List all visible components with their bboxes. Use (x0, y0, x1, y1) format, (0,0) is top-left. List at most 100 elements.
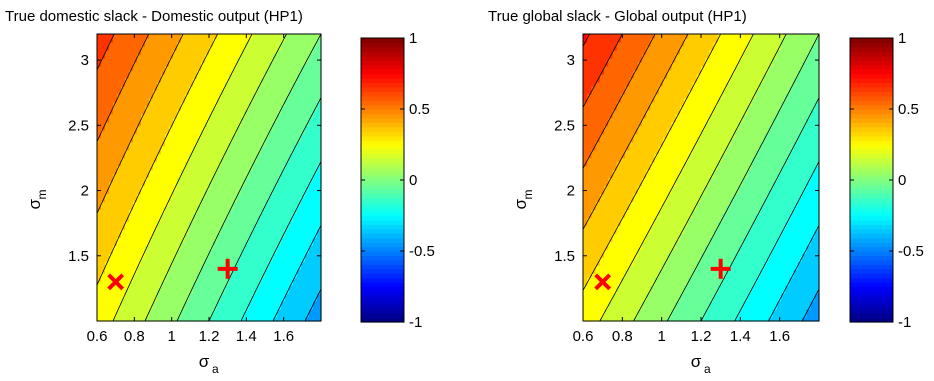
contour-cell (193, 217, 198, 222)
contour-cell (229, 197, 234, 203)
contour-cell (317, 161, 322, 167)
contour-cell (608, 57, 614, 63)
contour-cell (165, 161, 170, 167)
contour-cell (604, 97, 609, 103)
contour-cell (145, 237, 150, 242)
contour-cell (257, 145, 262, 151)
contour-cell (620, 113, 626, 119)
contour-cell (109, 305, 114, 310)
contour-cell (197, 101, 202, 107)
contour-cell (629, 305, 635, 310)
contour-cell (197, 213, 202, 218)
contour-cell (273, 205, 278, 210)
contour-cell (620, 297, 626, 302)
contour-cell (273, 221, 278, 226)
contour-cell (591, 109, 597, 115)
contour-cell (305, 85, 310, 91)
contour-cell (317, 281, 322, 286)
contour-cell (245, 73, 250, 79)
contour-cell (105, 273, 110, 278)
contour-cell (620, 101, 626, 107)
contour-cell (285, 41, 290, 47)
contour-cell (145, 117, 150, 123)
contour-cell (221, 69, 226, 75)
contour-cell (599, 145, 605, 151)
contour-cell (612, 237, 618, 242)
contour-cell (233, 221, 238, 226)
contour-cell (181, 197, 186, 203)
contour-cell (149, 265, 154, 270)
contour-cell (241, 309, 246, 314)
contour-cell (205, 317, 210, 322)
contour-cell (289, 133, 294, 139)
contour-cell (257, 237, 262, 242)
contour-cell (133, 113, 138, 119)
contour-cell (169, 301, 174, 306)
contour-cell (595, 165, 601, 171)
contour-cell (121, 41, 126, 47)
contour-cell (261, 161, 266, 167)
contour-cell (237, 133, 242, 139)
contour-cell (221, 217, 226, 222)
contour-cell (620, 89, 626, 95)
contour-cell (121, 205, 126, 210)
contour-cell (265, 241, 270, 246)
contour-cell (285, 141, 290, 147)
contour-cell (237, 209, 242, 214)
contour-cell (205, 209, 210, 214)
contour-cell (225, 293, 230, 298)
contour-cell (591, 121, 597, 127)
contour-cell (221, 101, 226, 107)
contour-cell (591, 137, 597, 143)
contour-cell (129, 185, 134, 191)
contour-cell (201, 49, 206, 55)
contour-cell (293, 61, 298, 67)
contour-cell (177, 77, 182, 83)
contour-cell (185, 181, 190, 187)
contour-cell (309, 169, 314, 175)
contour-cell (113, 233, 118, 238)
contour-cell (281, 73, 286, 79)
contour-cell (285, 317, 290, 322)
contour-cell (177, 149, 182, 155)
contour-fill (97, 34, 322, 322)
contour-cell (161, 77, 166, 83)
contour-cell (277, 277, 282, 282)
contour-cell (595, 269, 601, 274)
contour-cell (281, 313, 286, 318)
contour-cell (177, 221, 182, 226)
contour-cell (165, 293, 170, 298)
contour-cell (217, 34, 222, 39)
contour-cell (591, 129, 597, 135)
contour-cell (189, 209, 194, 214)
contour-cell (133, 229, 138, 234)
contour-cell (193, 293, 198, 298)
contour-cell (625, 73, 630, 79)
contour-cell (612, 149, 618, 155)
colorbar-segment (361, 86, 404, 92)
contour-cell (149, 289, 154, 294)
contour-cell (237, 217, 242, 222)
contour-cell (109, 101, 114, 107)
contour-cell (241, 229, 246, 234)
contour-cell (313, 209, 318, 214)
contour-cell (213, 105, 218, 111)
contour-cell (237, 141, 242, 147)
contour-cell (217, 317, 222, 322)
contour-cell (149, 257, 154, 262)
contour-cell (293, 261, 298, 266)
contour-cell (205, 293, 210, 298)
contour-cell (185, 201, 190, 207)
contour-cell (129, 61, 134, 67)
contour-cell (189, 225, 194, 230)
contour-cell (121, 121, 126, 127)
contour-cell (189, 261, 194, 266)
contour-cell (273, 305, 278, 310)
contour-cell (583, 221, 588, 226)
contour-cell (117, 181, 122, 187)
contour-cell (133, 241, 138, 246)
contour-cell (317, 149, 322, 155)
contour-cell (185, 89, 190, 95)
contour-cell (245, 145, 250, 151)
contour-cell (201, 209, 206, 214)
